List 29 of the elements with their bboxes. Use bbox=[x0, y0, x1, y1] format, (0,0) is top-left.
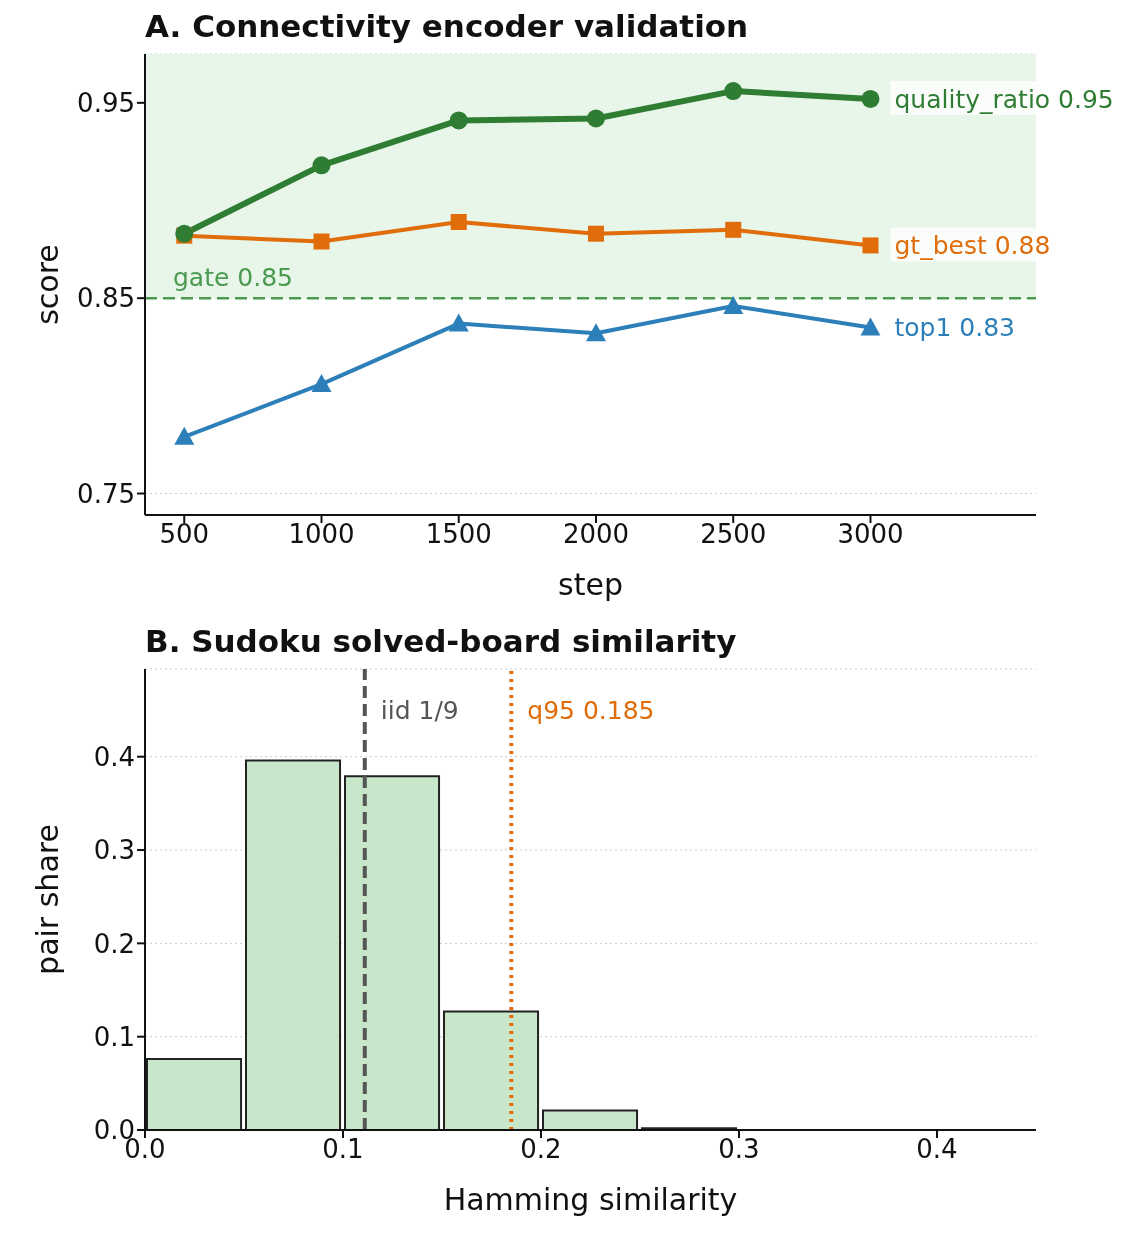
x-tick-label: 1500 bbox=[425, 519, 492, 550]
x-axis-title: Hamming similarity bbox=[443, 1182, 738, 1217]
series-label: top1 0.83 bbox=[894, 313, 1015, 343]
y-axis-title: score bbox=[29, 244, 65, 325]
x-tick-label: 0.4 bbox=[916, 1134, 958, 1165]
chart-title: A. Connectivity encoder validation bbox=[145, 8, 750, 46]
y-tick-label: 0.95 bbox=[77, 88, 135, 119]
y-tick-label: 0.75 bbox=[77, 478, 135, 509]
x-tick-label: 3000 bbox=[837, 519, 904, 550]
ref-line-label: iid 1/9 bbox=[380, 696, 459, 725]
y-tick-label: 0.4 bbox=[93, 741, 135, 772]
y-tick-label: 0.2 bbox=[93, 928, 135, 959]
series-label: quality_ratio 0.95 bbox=[894, 84, 1114, 114]
y-tick-label: 0.85 bbox=[77, 283, 135, 314]
y-axis-title: pair share bbox=[29, 824, 65, 975]
x-tick-label: 0.2 bbox=[520, 1134, 562, 1165]
x-tick-label: 0.1 bbox=[322, 1134, 364, 1165]
ref-line-label: q95 0.185 bbox=[527, 696, 655, 725]
x-tick-label: 2000 bbox=[562, 519, 630, 550]
x-tick-label: 500 bbox=[159, 519, 210, 550]
y-tick-label: 0.1 bbox=[93, 1021, 135, 1052]
y-tick-label: 0.3 bbox=[93, 835, 135, 866]
x-tick-label: 1000 bbox=[288, 519, 355, 550]
x-tick-label: 2500 bbox=[700, 519, 767, 550]
ref-line-label: gate 0.85 bbox=[173, 263, 293, 293]
x-tick-label: 0.3 bbox=[718, 1134, 760, 1165]
series-label: gt_best 0.88 bbox=[894, 231, 1051, 261]
chart-title: B. Sudoku solved-board similarity bbox=[145, 623, 738, 661]
x-axis-title: step bbox=[558, 567, 623, 602]
